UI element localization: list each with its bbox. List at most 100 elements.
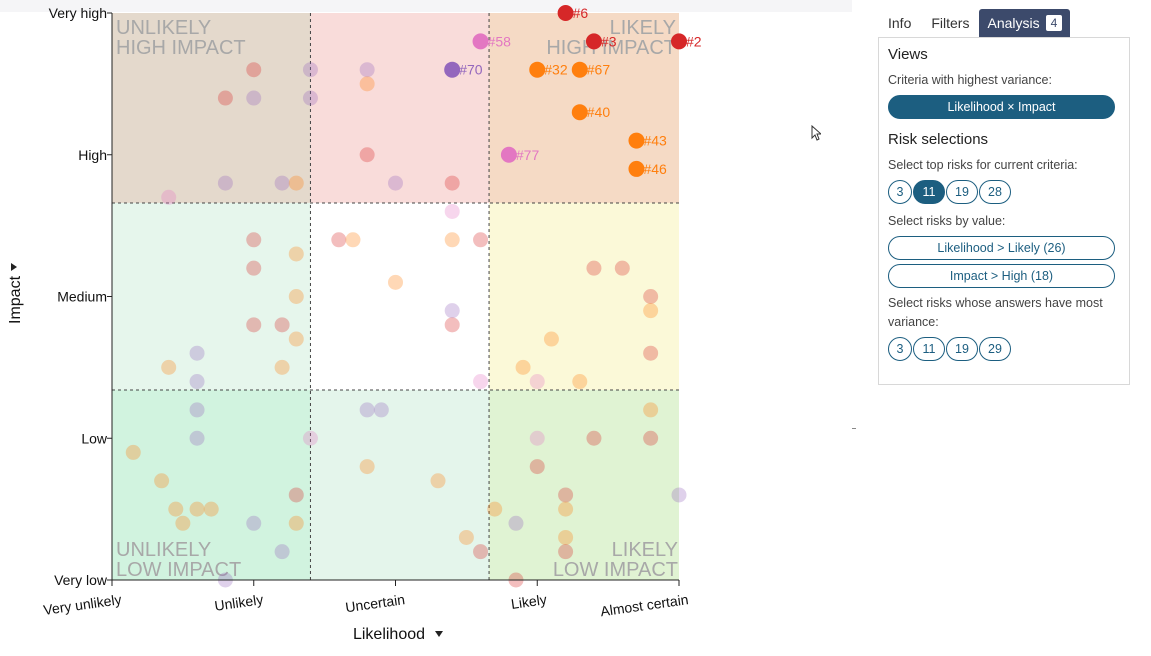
background-risk-point[interactable] [487, 501, 503, 517]
highlighted-risk-point[interactable] [628, 132, 645, 149]
background-risk-point[interactable] [154, 473, 170, 489]
background-risk-point[interactable] [274, 544, 290, 560]
background-risk-point[interactable] [586, 430, 602, 446]
top-risks-11-button[interactable]: 11 [913, 180, 945, 204]
background-risk-point[interactable] [302, 62, 318, 78]
background-risk-point[interactable] [643, 303, 659, 319]
background-risk-point[interactable] [515, 359, 531, 375]
background-risk-point[interactable] [331, 232, 347, 248]
background-risk-point[interactable] [288, 289, 304, 304]
top-risks-28-button[interactable]: 28 [979, 180, 1011, 204]
background-risk-point[interactable] [671, 487, 687, 503]
background-risk-point[interactable] [643, 345, 659, 361]
background-risk-point[interactable] [246, 515, 262, 531]
background-risk-point[interactable] [217, 90, 233, 106]
background-risk-point[interactable] [161, 359, 177, 375]
tab-analysis[interactable]: Analysis 4 [979, 9, 1071, 38]
background-risk-point[interactable] [586, 260, 602, 276]
background-risk-point[interactable] [246, 260, 262, 276]
background-risk-point[interactable] [246, 232, 262, 248]
background-risk-point[interactable] [444, 203, 460, 219]
background-risk-point[interactable] [302, 90, 318, 106]
background-risk-point[interactable] [189, 430, 205, 446]
background-risk-point[interactable] [359, 402, 375, 418]
background-risk-point[interactable] [359, 147, 375, 163]
background-risk-point[interactable] [388, 274, 403, 290]
highlighted-risk-point[interactable] [571, 104, 588, 121]
highlighted-risk-point[interactable] [571, 61, 588, 78]
background-risk-point[interactable] [529, 459, 545, 475]
background-risk-point[interactable] [246, 317, 262, 333]
background-risk-point[interactable] [288, 246, 304, 262]
background-risk-point[interactable] [430, 473, 446, 489]
background-risk-point[interactable] [288, 331, 304, 347]
background-risk-point[interactable] [572, 374, 588, 390]
background-risk-point[interactable] [288, 515, 304, 531]
background-risk-point[interactable] [125, 444, 141, 460]
background-risk-point[interactable] [161, 189, 177, 205]
background-risk-point[interactable] [643, 289, 659, 304]
impact-high-button[interactable]: Impact > High (18) [888, 264, 1115, 288]
background-risk-point[interactable] [558, 544, 574, 560]
background-risk-point[interactable] [168, 501, 184, 517]
background-risk-point[interactable] [614, 260, 630, 276]
background-risk-point[interactable] [302, 430, 318, 446]
background-risk-point[interactable] [288, 487, 304, 503]
background-risk-point[interactable] [246, 62, 262, 78]
background-risk-point[interactable] [558, 529, 574, 545]
background-risk-point[interactable] [359, 459, 375, 475]
background-risk-point[interactable] [558, 501, 574, 517]
highlighted-risk-point[interactable] [628, 160, 645, 177]
background-risk-point[interactable] [558, 487, 574, 503]
background-risk-point[interactable] [345, 232, 361, 248]
criteria-likelihood-impact-button[interactable]: Likelihood × Impact [888, 95, 1115, 119]
background-risk-point[interactable] [274, 317, 290, 333]
background-risk-point[interactable] [444, 317, 460, 333]
background-risk-point[interactable] [444, 232, 460, 248]
background-risk-point[interactable] [643, 430, 659, 446]
background-risk-point[interactable] [189, 402, 205, 418]
background-risk-point[interactable] [274, 359, 290, 375]
background-risk-point[interactable] [175, 515, 191, 531]
highlighted-risk-point[interactable] [472, 33, 489, 50]
variance-11-button[interactable]: 11 [913, 337, 945, 361]
highlighted-risk-point[interactable] [444, 61, 461, 78]
background-risk-point[interactable] [388, 175, 403, 191]
highlighted-risk-point[interactable] [529, 61, 546, 78]
background-risk-point[interactable] [189, 374, 205, 390]
background-risk-point[interactable] [444, 303, 460, 319]
background-risk-point[interactable] [458, 529, 474, 545]
variance-29-button[interactable]: 29 [979, 337, 1011, 361]
background-risk-point[interactable] [473, 544, 489, 560]
background-risk-point[interactable] [643, 402, 659, 418]
highlighted-risk-point[interactable] [557, 5, 574, 21]
background-risk-point[interactable] [529, 374, 545, 390]
background-risk-point[interactable] [543, 331, 559, 347]
background-risk-point[interactable] [508, 515, 524, 531]
background-risk-point[interactable] [246, 90, 262, 106]
background-risk-point[interactable] [359, 62, 375, 78]
background-risk-point[interactable] [189, 501, 205, 517]
variance-3-button[interactable]: 3 [888, 337, 912, 361]
background-risk-point[interactable] [529, 430, 545, 446]
x-axis-dropdown-icon[interactable] [435, 631, 443, 637]
likelihood-likely-button[interactable]: Likelihood > Likely (26) [888, 236, 1115, 260]
background-risk-point[interactable] [203, 501, 219, 517]
background-risk-point[interactable] [189, 345, 205, 361]
background-risk-point[interactable] [473, 374, 489, 390]
highlighted-risk-point[interactable] [500, 146, 517, 163]
variance-19-button[interactable]: 19 [946, 337, 978, 361]
highlighted-risk-point[interactable] [585, 33, 602, 50]
background-risk-point[interactable] [359, 76, 375, 92]
background-risk-point[interactable] [473, 232, 489, 248]
y-axis-dropdown-icon[interactable] [11, 263, 17, 271]
background-risk-point[interactable] [217, 175, 233, 191]
background-risk-point[interactable] [373, 402, 389, 418]
highlighted-risk-point[interactable] [671, 33, 687, 50]
background-risk-point[interactable] [274, 175, 290, 191]
top-risks-3-button[interactable]: 3 [888, 180, 912, 204]
background-risk-point[interactable] [288, 175, 304, 191]
background-risk-point[interactable] [444, 175, 460, 191]
tab-info[interactable]: Info [888, 15, 912, 31]
tab-filters[interactable]: Filters [931, 15, 970, 31]
